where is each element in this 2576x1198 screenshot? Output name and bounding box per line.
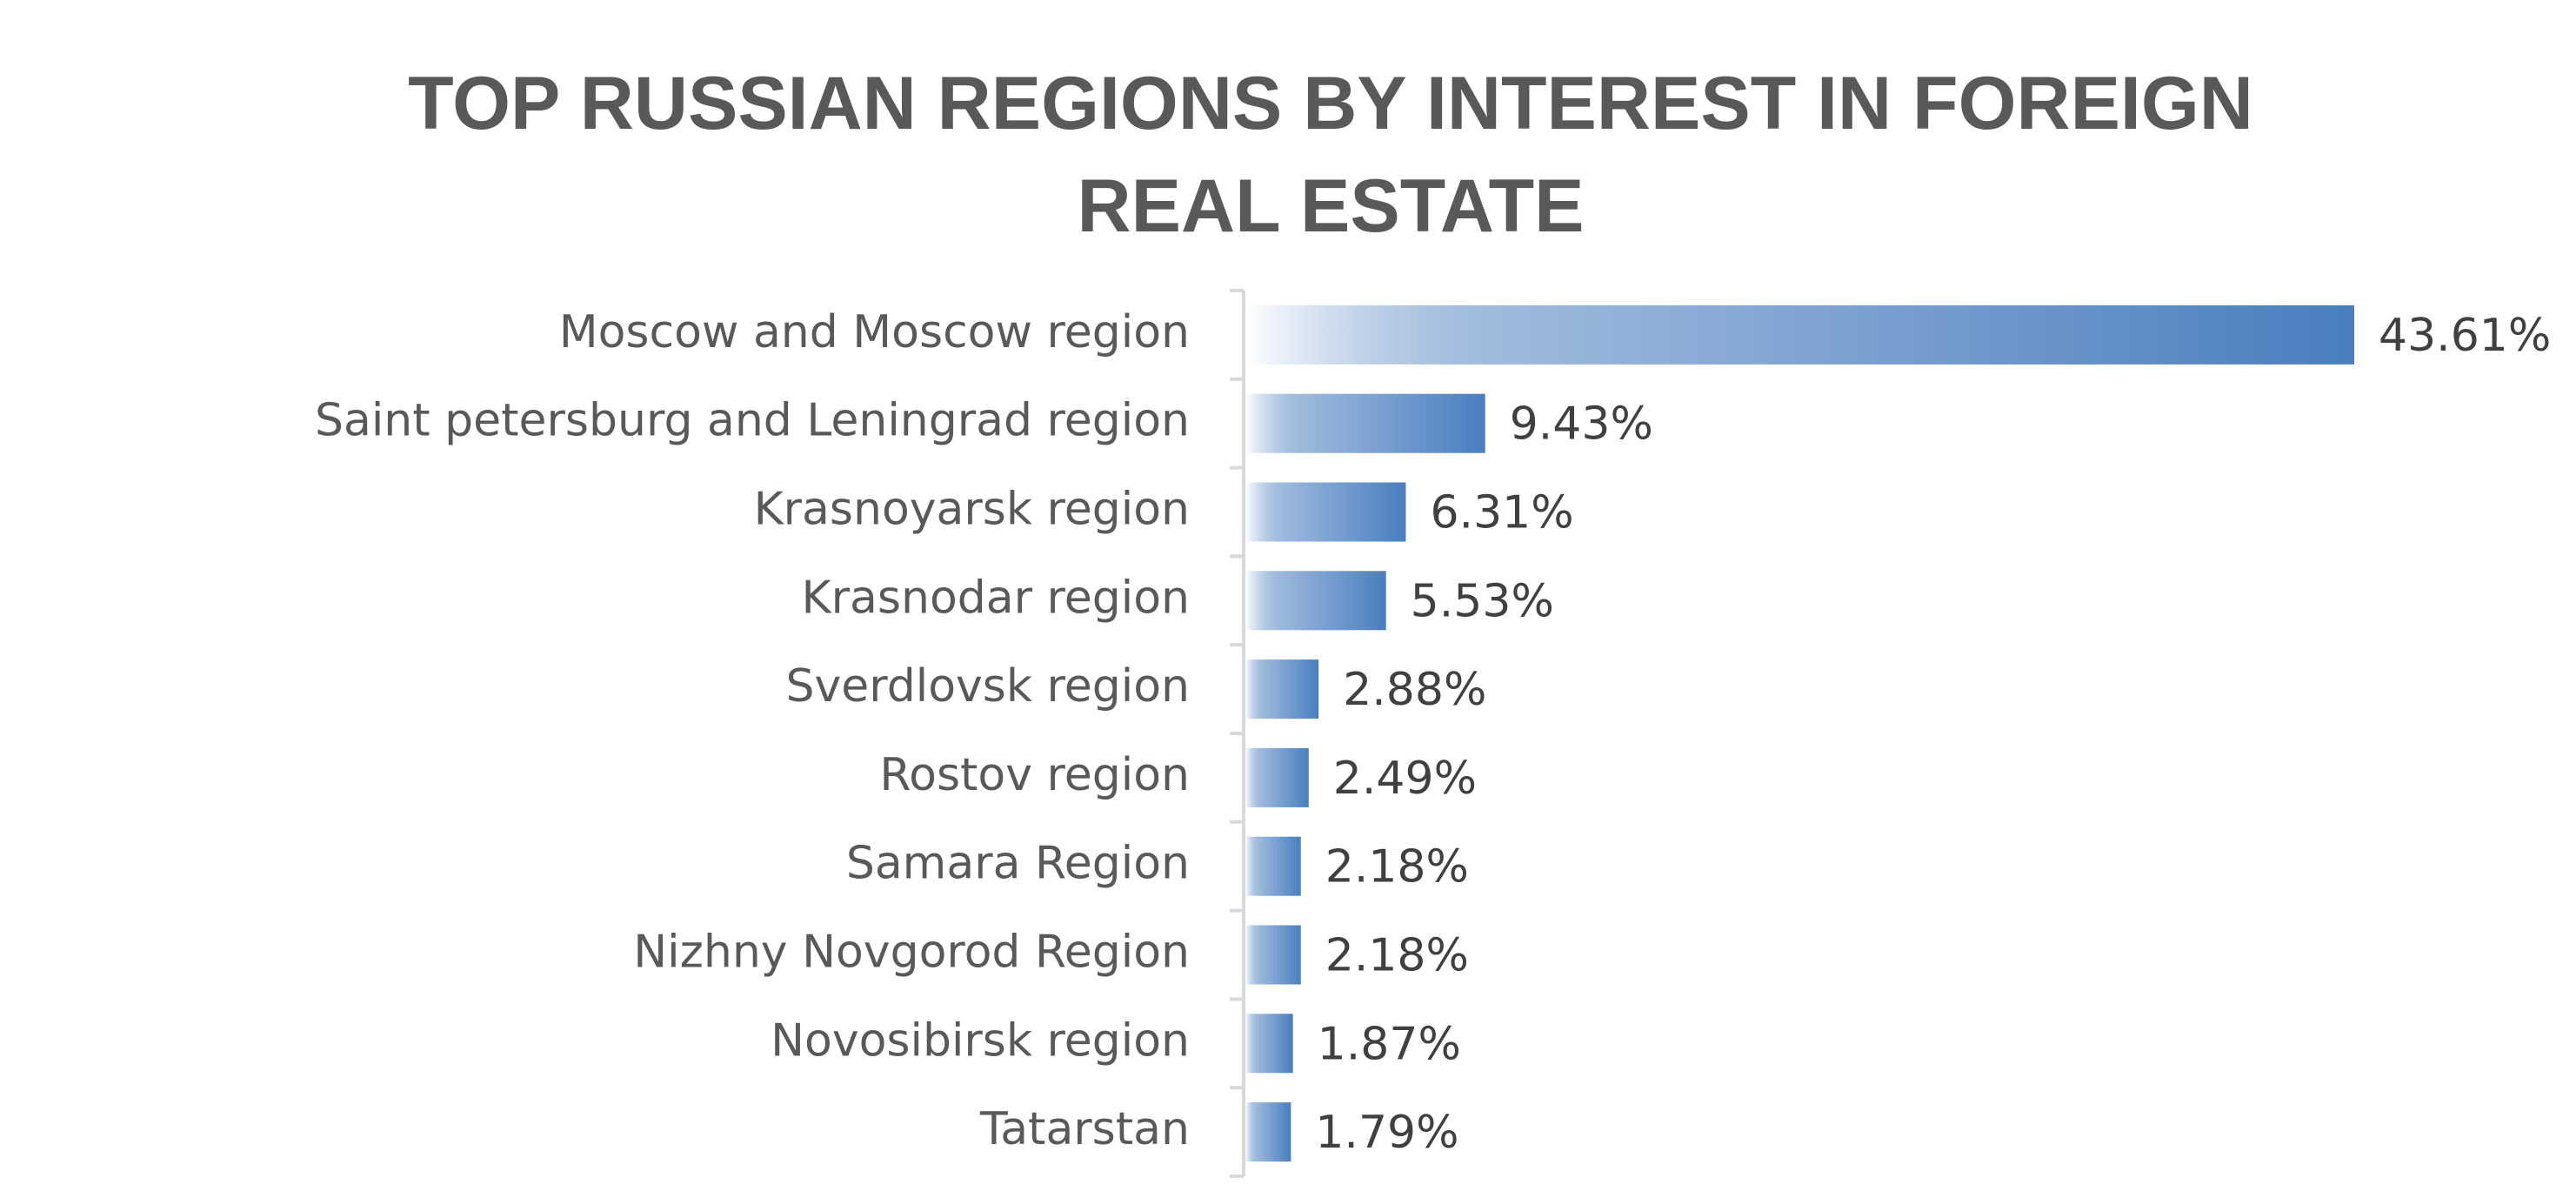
category-label: Novosibirsk region <box>771 1014 1190 1067</box>
value-label: 5.53% <box>1411 575 1554 627</box>
bar <box>1245 659 1319 719</box>
value-label: 1.87% <box>1318 1018 1461 1070</box>
bar <box>1245 836 1301 896</box>
category-label: Krasnodar region <box>802 572 1190 624</box>
value-label: 2.49% <box>1333 753 1477 805</box>
value-label: 1.79% <box>1315 1107 1458 1159</box>
value-label: 2.88% <box>1343 664 1486 716</box>
category-label: Nizhny Novgorod Region <box>633 927 1190 979</box>
bar <box>1245 482 1406 542</box>
category-label: Tatarstan <box>979 1103 1190 1155</box>
value-label: 9.43% <box>1510 398 1653 451</box>
bar <box>1245 571 1386 631</box>
bar <box>1245 1102 1291 1162</box>
chart-title: TOP RUSSIAN REGIONS BY INTEREST IN FOREI… <box>408 62 2253 248</box>
bar <box>1245 305 2354 365</box>
category-label: Samara Region <box>846 838 1190 890</box>
category-label: Krasnoyarsk region <box>754 484 1190 536</box>
bar <box>1245 393 1485 453</box>
bar <box>1245 925 1301 985</box>
category-label: Moscow and Moscow region <box>559 306 1190 358</box>
value-label: 2.18% <box>1325 841 1469 893</box>
category-label: Saint petersburg and Leningrad region <box>315 395 1190 447</box>
value-label: 43.61% <box>2379 310 2551 362</box>
bar <box>1245 747 1309 807</box>
bar <box>1245 1014 1293 1074</box>
value-label: 6.31% <box>1430 487 1573 539</box>
category-label: Sverdlovsk region <box>786 660 1190 713</box>
value-label: 2.18% <box>1325 930 1469 982</box>
category-label: Rostov region <box>879 749 1190 801</box>
